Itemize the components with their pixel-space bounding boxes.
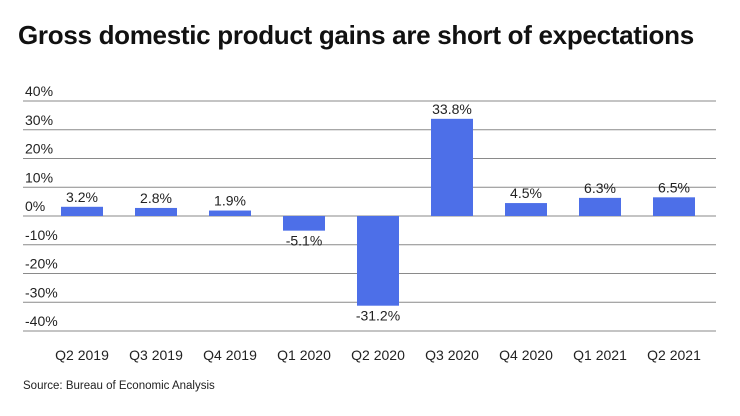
- bar: [357, 216, 399, 306]
- y-tick-label: 0%: [25, 198, 45, 214]
- data-label: 33.8%: [432, 101, 472, 117]
- bar: [579, 197, 621, 216]
- bar: [653, 197, 695, 216]
- bar: [505, 203, 547, 216]
- bar: [283, 216, 325, 231]
- data-label: -31.2%: [356, 308, 400, 324]
- data-label: 6.3%: [584, 180, 616, 196]
- y-tick-label: 20%: [25, 141, 53, 157]
- x-tick-label: Q2 2020: [351, 347, 405, 363]
- x-tick-label: Q4 2019: [203, 347, 257, 363]
- bars: [61, 118, 695, 306]
- source-note: Source: Bureau of Economic Analysis: [23, 380, 215, 392]
- data-labels: 3.2% 2.8% 1.9% -5.1% -31.2% 33.8% 4.5% 6.3% 6.5%: [66, 101, 690, 324]
- x-tick-label: Q4 2020: [499, 347, 553, 363]
- y-tick-label: -20%: [25, 256, 58, 272]
- data-label: -5.1%: [286, 233, 323, 249]
- data-label: 2.8%: [140, 190, 172, 206]
- x-tick-label: Q3 2019: [129, 347, 183, 363]
- y-axis-ticks: 40% 30% 20% 10% 0% -10% -20% -30% -40%: [25, 83, 58, 329]
- x-tick-label: Q3 2020: [425, 347, 479, 363]
- y-tick-label: 40%: [25, 83, 53, 99]
- y-tick-label: -30%: [25, 284, 58, 300]
- data-label: 3.2%: [66, 189, 98, 205]
- data-label: 6.5%: [658, 179, 690, 195]
- data-label: 1.9%: [214, 193, 246, 209]
- x-tick-label: Q2 2019: [55, 347, 109, 363]
- x-tick-label: Q1 2021: [573, 347, 627, 363]
- x-axis-ticks: Q2 2019 Q3 2019 Q4 2019 Q1 2020 Q2 2020 Q3 20…: [55, 347, 701, 363]
- bar: [61, 206, 103, 216]
- y-tick-label: 30%: [25, 112, 53, 128]
- data-label: 4.5%: [510, 185, 542, 201]
- bar: [135, 207, 177, 216]
- bar: [431, 118, 473, 216]
- y-tick-label: -10%: [25, 227, 58, 243]
- y-tick-label: -40%: [25, 313, 58, 329]
- x-tick-label: Q2 2021: [647, 347, 701, 363]
- chart-title: Gross domestic product gains are short o…: [18, 20, 694, 50]
- bar: [209, 210, 251, 216]
- y-tick-label: 10%: [25, 169, 53, 185]
- x-tick-label: Q1 2020: [277, 347, 331, 363]
